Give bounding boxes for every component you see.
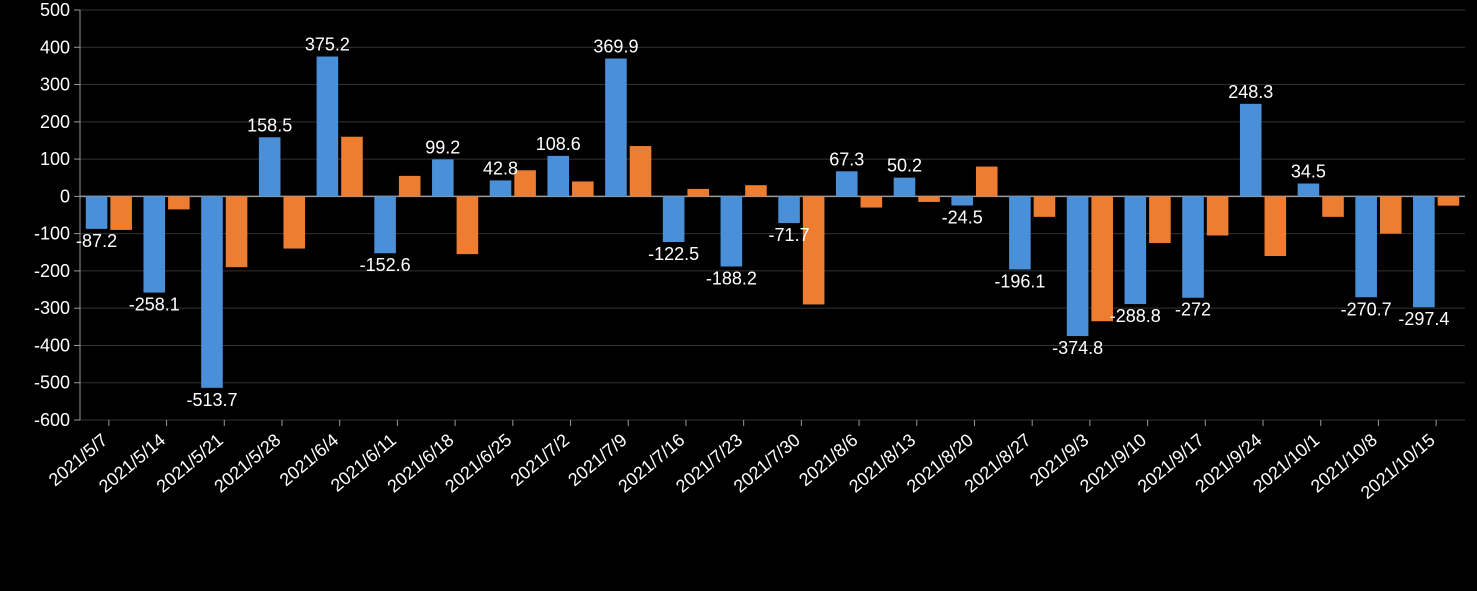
bar-series-a	[778, 196, 800, 223]
bar-series-b	[1091, 196, 1113, 321]
bar-series-b	[1265, 196, 1287, 256]
data-label: -122.5	[648, 244, 699, 264]
y-tick-label: 300	[40, 75, 70, 95]
y-tick-label: -500	[34, 373, 70, 393]
data-label: 67.3	[829, 149, 864, 169]
data-label: 375.2	[305, 35, 350, 55]
bar-series-a	[1009, 196, 1031, 269]
bar-series-b	[1322, 196, 1344, 217]
bar-series-a	[1125, 196, 1147, 304]
bar-series-a	[1413, 196, 1435, 307]
bar-series-a	[836, 171, 858, 196]
bar-series-a	[605, 58, 627, 196]
bar-series-b	[918, 196, 940, 202]
data-label: 42.8	[483, 158, 518, 178]
bar-series-a	[432, 159, 454, 196]
bar-series-b	[1438, 196, 1460, 205]
y-tick-label: 400	[40, 37, 70, 57]
data-label: -87.2	[76, 231, 117, 251]
bar-series-a	[1355, 196, 1377, 297]
y-tick-label: -300	[34, 298, 70, 318]
bar-series-b	[687, 189, 709, 196]
bar-series-a	[951, 196, 973, 205]
data-label: -152.6	[360, 255, 411, 275]
bar-series-a	[663, 196, 685, 242]
y-tick-label: 0	[60, 186, 70, 206]
y-tick-label: -200	[34, 261, 70, 281]
bar-series-a	[1240, 104, 1262, 197]
bar-series-b	[630, 146, 652, 196]
bar-series-b	[341, 137, 363, 197]
bar-series-b	[976, 167, 998, 197]
bar-series-a	[374, 196, 396, 253]
bar-series-b	[110, 196, 132, 230]
y-tick-label: -100	[34, 224, 70, 244]
data-label: -513.7	[186, 390, 237, 410]
bar-series-b	[1380, 196, 1402, 233]
bar-series-a	[894, 178, 916, 197]
y-tick-label: -600	[34, 410, 70, 430]
bar-series-b	[1207, 196, 1229, 235]
bar-series-b	[572, 181, 594, 196]
bar-series-b	[803, 196, 825, 304]
bar-series-b	[457, 196, 479, 254]
data-label: 248.3	[1228, 82, 1273, 102]
data-label: 108.6	[536, 134, 581, 154]
bar-series-a	[1067, 196, 1089, 336]
bar-series-b	[1034, 196, 1056, 217]
data-label: -196.1	[994, 271, 1045, 291]
data-label: 369.9	[593, 36, 638, 56]
bar-series-a	[721, 196, 743, 266]
data-label: 99.2	[425, 137, 460, 157]
data-label: -71.7	[769, 225, 810, 245]
bar-series-b	[226, 196, 248, 267]
chart-svg: -600 -500 -400 -300 -200 -100 0 100 200 300 400 500…	[0, 0, 1477, 591]
bar-series-a	[259, 137, 281, 196]
bar-series-b	[745, 185, 767, 196]
bar-chart: -600 -500 -400 -300 -200 -100 0 100 200 300 400 500…	[0, 0, 1477, 591]
data-label: -188.2	[706, 269, 757, 289]
bar-series-a	[143, 196, 165, 292]
data-label: -24.5	[942, 207, 983, 227]
bar-series-b	[399, 176, 421, 197]
bar-series-a	[1298, 184, 1320, 197]
y-tick-label: 200	[40, 112, 70, 132]
data-label: -288.8	[1110, 306, 1161, 326]
bar-series-a	[490, 180, 512, 196]
bar-series-b	[283, 196, 305, 248]
data-label: 34.5	[1291, 162, 1326, 182]
data-label: 50.2	[887, 156, 922, 176]
data-label: -270.7	[1341, 299, 1392, 319]
data-label: 158.5	[247, 115, 292, 135]
bar-series-b	[1149, 196, 1171, 243]
bar-series-a	[317, 57, 339, 197]
bar-series-a	[547, 156, 569, 196]
data-label: -374.8	[1052, 338, 1103, 358]
bar-series-a	[86, 196, 108, 229]
y-tick-label: 500	[40, 0, 70, 20]
bar-series-a	[1182, 196, 1204, 297]
bar-series-b	[168, 196, 190, 209]
bar-series-a	[201, 196, 223, 387]
y-tick-label: 100	[40, 149, 70, 169]
data-label: -258.1	[129, 295, 180, 315]
y-tick-label: -400	[34, 335, 70, 355]
bar-series-b	[861, 196, 883, 207]
data-label: -272	[1175, 300, 1211, 320]
data-label: -297.4	[1398, 309, 1449, 329]
